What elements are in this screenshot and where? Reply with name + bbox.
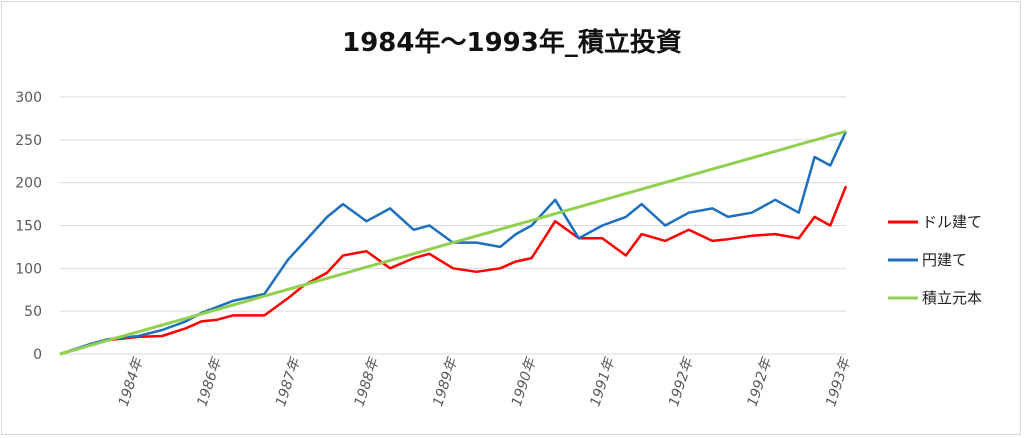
y-tick-label: 250 [15,133,42,149]
x-tick-label: 1984年 [116,354,147,408]
series-line-0 [59,185,848,356]
y-tick-label: 0 [33,347,42,363]
series-lines [59,129,848,356]
x-tick-label: 1987年 [273,354,304,408]
x-tick-label: 1991年 [587,354,618,408]
x-axis-ticks: 1984年 1986年 1987年 1988年 1989年 1990年 1991年 1992年… [116,354,855,408]
x-tick-label: 1989年 [430,354,461,408]
y-tick-label: 300 [15,90,42,106]
y-axis-ticks: 0 50 100 150 200 250 300 [15,90,42,363]
grid-lines [60,96,846,355]
y-tick-label: 50 [24,304,42,320]
series-line-2 [59,129,847,356]
x-tick-label: 1993年 [823,354,854,408]
legend-label-1: 円建て [922,251,967,269]
y-tick-label: 200 [15,176,42,192]
x-tick-label: 1992年 [745,354,776,408]
x-tick-label: 1992年 [666,354,697,408]
chart-title: 1984年～1993年_積立投資 [342,28,682,58]
legend-label-0: ドル建て [922,213,982,231]
legend-label-2: 積立元本 [922,289,982,307]
y-tick-label: 150 [15,219,42,235]
x-tick-label: 1990年 [509,354,540,408]
y-tick-label: 100 [15,261,42,277]
x-tick-label: 1986年 [194,354,225,408]
x-tick-label: 1988年 [352,354,383,408]
